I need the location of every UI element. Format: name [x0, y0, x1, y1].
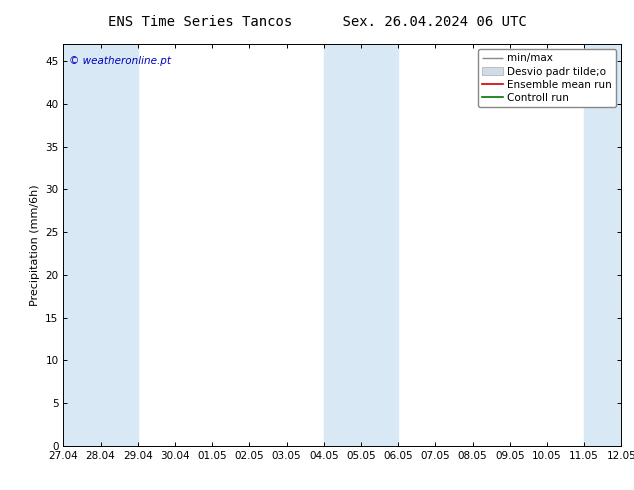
Bar — [324, 44, 398, 446]
Text: © weatheronline.pt: © weatheronline.pt — [69, 56, 171, 66]
Bar — [63, 44, 138, 446]
Bar — [584, 44, 621, 446]
Legend: min/max, Desvio padr tilde;o, Ensemble mean run, Controll run: min/max, Desvio padr tilde;o, Ensemble m… — [478, 49, 616, 107]
Y-axis label: Precipitation (mm/6h): Precipitation (mm/6h) — [30, 184, 40, 306]
Text: ENS Time Series Tancos      Sex. 26.04.2024 06 UTC: ENS Time Series Tancos Sex. 26.04.2024 0… — [108, 15, 526, 29]
